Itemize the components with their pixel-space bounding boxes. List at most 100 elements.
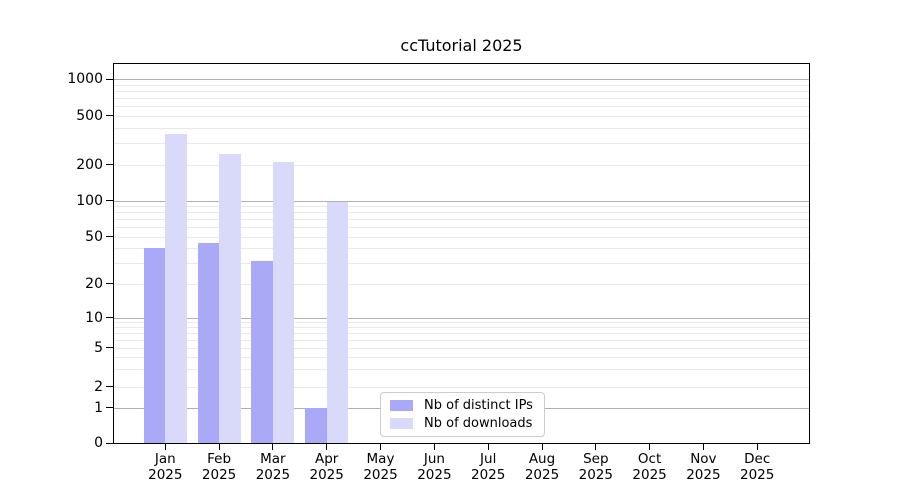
x-tick-label: Apr 2025 [295,451,359,483]
x-tick-mark [649,444,651,450]
y-gridline-minor [114,339,809,341]
x-tick-month: Nov [690,451,717,467]
x-tick-label: Dec 2025 [725,451,789,483]
y-gridline-minor [114,327,809,329]
x-tick-month: Jun [423,451,445,467]
x-tick-year: 2025 [578,467,613,483]
y-tick-mark [106,283,113,285]
y-tick-mark [106,442,113,444]
x-tick-mark [487,444,489,450]
y-gridline-minor [114,227,809,229]
y-tick-label: 1 [94,399,103,416]
x-tick-year: 2025 [686,467,721,483]
x-tick-mark [702,444,704,450]
y-tick-mark [106,347,113,349]
x-tick-label: Nov 2025 [671,451,735,483]
plot-area [113,63,810,444]
legend-swatch-downloads [390,418,413,429]
x-tick-mark [218,444,220,450]
x-tick-label: Jan 2025 [133,451,197,483]
y-gridline-minor [114,164,809,166]
y-gridline-minor [114,90,809,92]
y-gridline-minor [114,369,809,371]
x-tick-year: 2025 [309,467,344,483]
x-tick-label: Aug 2025 [510,451,574,483]
x-tick-month: Jan [154,451,176,467]
y-tick-mark [106,407,113,408]
y-gridline-major [114,79,809,80]
x-tick-year: 2025 [471,467,506,483]
x-tick-month: Jul [480,451,497,467]
x-tick-mark [595,444,597,450]
x-tick-month: May [366,451,395,467]
y-tick-mark [106,200,113,202]
bar-distinct-ips [251,261,273,443]
bar-downloads [219,154,241,443]
bar-distinct-ips [197,243,220,443]
x-tick-month: Dec [744,451,771,467]
x-tick-mark [326,444,328,450]
y-tick-label: 100 [76,192,103,209]
y-gridline-minor [114,357,809,359]
x-tick-mark [541,444,543,450]
y-gridline-minor [114,262,809,264]
y-tick-label: 5 [94,339,103,356]
y-gridline-minor [114,115,809,117]
y-tick-mark [106,78,113,80]
y-gridline-minor [114,84,809,86]
y-tick-label: 20 [85,275,103,292]
legend: Nb of distinct IPs Nb of downloads [380,392,545,437]
y-gridline-minor [114,106,809,108]
x-tick-year: 2025 [524,467,560,483]
y-gridline-minor [114,347,809,349]
y-tick-mark [106,317,113,319]
y-tick-label: 2 [94,378,103,395]
x-tick-label: Mar 2025 [241,451,305,483]
x-tick-mark [164,444,166,450]
legend-item-downloads: Nb of downloads [390,416,544,431]
x-tick-mark [756,444,758,450]
y-gridline-minor [114,236,809,238]
x-tick-year: 2025 [148,467,183,483]
x-tick-year: 2025 [740,467,775,483]
y-gridline-minor [114,212,809,214]
x-tick-label: Jun 2025 [402,451,466,483]
y-gridline-major [114,317,809,319]
y-tick-mark [106,236,113,238]
left-spine [113,63,114,444]
x-tick-label: Sep 2025 [564,451,628,483]
y-gridline-minor [114,248,809,250]
y-tick-mark [106,386,113,388]
legend-label-downloads: Nb of downloads [424,416,533,431]
legend-label-distinct-ips: Nb of distinct IPs [424,398,533,413]
x-tick-mark [380,444,381,450]
bar-downloads [326,202,349,443]
y-tick-label: 50 [85,228,103,245]
bar-downloads [165,133,187,443]
x-tick-month: Mar [260,451,286,467]
y-tick-label: 500 [76,107,103,124]
y-tick-label: 0 [94,435,103,451]
x-tick-label: Oct 2025 [618,451,682,483]
x-tick-month: Apr [315,451,339,467]
x-tick-month: Sep [583,451,609,467]
bar-distinct-ips [143,248,166,443]
y-gridline-minor [114,386,809,388]
x-tick-label: Feb 2025 [187,451,251,483]
y-gridline-minor [114,333,809,335]
legend-swatch-distinct-ips [390,400,413,411]
top-spine [113,63,810,64]
x-tick-month: Aug [528,451,556,467]
right-spine [809,63,810,444]
x-tick-label: May 2025 [349,451,413,483]
y-tick-label: 200 [76,156,103,173]
y-gridline-major [114,200,809,202]
x-tick-year: 2025 [255,467,291,483]
y-tick-mark [106,164,113,166]
x-tick-year: 2025 [363,467,398,483]
chart-title: ccTutorial 2025 [400,36,523,55]
x-tick-month: Oct [637,451,662,467]
y-gridline-minor [114,143,809,145]
legend-item-distinct-ips: Nb of distinct IPs [390,398,544,413]
